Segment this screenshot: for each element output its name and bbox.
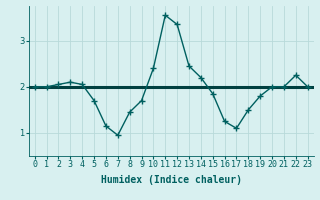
X-axis label: Humidex (Indice chaleur): Humidex (Indice chaleur) [101, 175, 242, 185]
